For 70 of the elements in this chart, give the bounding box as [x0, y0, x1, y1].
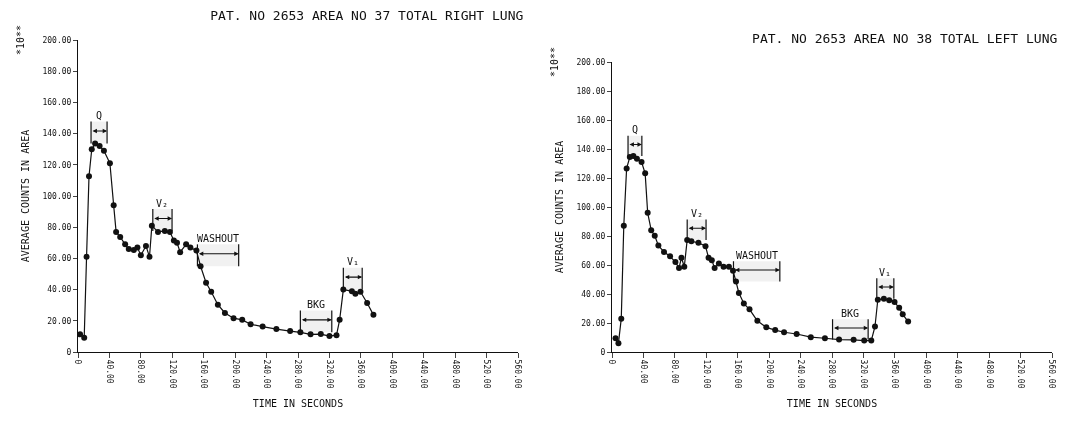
- x-tick-label: 160.00: [199, 359, 209, 389]
- y-tick-label: 180.00: [576, 86, 606, 96]
- x-tick-label: 40.00: [104, 359, 114, 384]
- band-label: V₂: [156, 198, 169, 209]
- y-tick-label: 80.00: [47, 223, 72, 232]
- y-tick-label: 140.00: [576, 144, 606, 154]
- y-tick-label: 160.00: [42, 98, 72, 108]
- y-tick-label: 200.00: [42, 35, 72, 45]
- x-tick-label: 440.00: [953, 359, 963, 389]
- band-label: BKG: [841, 308, 860, 319]
- band-label: Q: [632, 124, 639, 135]
- x-axis-title: TIME IN SECONDS: [786, 398, 878, 410]
- x-tick-label: 280.00: [293, 359, 303, 389]
- x-tick-label: 200.00: [764, 359, 774, 389]
- y-tick-label: 120.00: [42, 160, 72, 170]
- text: *10**: [549, 46, 560, 77]
- y-tick-label: 0: [600, 347, 606, 357]
- x-tick-label: 560.00: [513, 359, 523, 389]
- y-tick-label: 200.00: [576, 57, 606, 67]
- x-tick-label: 40.00: [638, 359, 648, 384]
- chart-title: PAT. NO 2653 AREA NO 38 TOTAL LEFT LUNG: [752, 30, 1058, 46]
- x-tick-label: 320.00: [324, 359, 334, 389]
- band-label: V₂: [691, 208, 704, 219]
- band-label: WASHOUT: [736, 250, 779, 261]
- x-tick-label: 360.00: [890, 359, 900, 389]
- x-tick-label: 80.00: [136, 359, 146, 384]
- x-tick-label: 360.00: [356, 359, 366, 389]
- y-tick-label: 20.00: [581, 318, 606, 328]
- x-tick-label: 240.00: [261, 359, 271, 389]
- x-tick-label: 560.00: [1047, 359, 1057, 389]
- y-tick-label: 120.00: [576, 173, 606, 183]
- chart-title: PAT. NO 2653 AREA NO 37 TOTAL RIGHT LUNG: [210, 7, 524, 23]
- x-tick-label: 480.00: [984, 359, 994, 389]
- y-tick-label: 40.00: [581, 289, 606, 299]
- y-tick-label: 20.00: [47, 316, 72, 326]
- x-tick-label: 80.00: [670, 359, 680, 384]
- y-axis-title: AVERAGE COUNTS IN AREA: [554, 140, 566, 274]
- x-tick-label: 520.00: [481, 359, 491, 389]
- y-tick-label: 180.00: [42, 67, 72, 76]
- y-tick-label: 140.00: [42, 129, 72, 139]
- x-tick-label: 160.00: [733, 359, 743, 389]
- y-tick-label: 60.00: [47, 254, 72, 264]
- band-label: V₁: [879, 267, 892, 278]
- x-axis-title: TIME IN SECONDS: [252, 398, 344, 410]
- y-tick-label: 100.00: [576, 202, 606, 212]
- y-tick-label: 40.00: [47, 285, 72, 295]
- x-tick-label: 400.00: [921, 359, 931, 389]
- x-tick-label: 0: [73, 359, 83, 365]
- y-axis-title: AVERAGE COUNTS IN AREA: [20, 129, 32, 263]
- band-label: BKG: [307, 299, 326, 310]
- text: *10**: [15, 24, 26, 55]
- x-tick-label: 120.00: [701, 359, 711, 389]
- band-label: WASHOUT: [197, 233, 240, 244]
- y-tick-label: 80.00: [581, 231, 606, 241]
- x-tick-label: 120.00: [167, 359, 177, 389]
- x-tick-label: 440.00: [419, 359, 429, 389]
- x-tick-label: 400.00: [387, 359, 397, 389]
- y-tick-label: 0: [66, 347, 72, 357]
- y-tick-label: 100.00: [42, 191, 72, 201]
- x-tick-label: 480.00: [450, 359, 460, 389]
- x-tick-label: 200.00: [230, 359, 240, 389]
- x-tick-label: 0: [607, 359, 617, 365]
- x-tick-label: 520.00: [1015, 359, 1025, 389]
- x-tick-label: 240.00: [795, 359, 805, 389]
- y-tick-label: 60.00: [581, 260, 606, 270]
- x-tick-label: 280.00: [827, 359, 837, 389]
- y-tick-label: 160.00: [576, 115, 606, 125]
- band-label: Q: [96, 110, 103, 121]
- band-label: V₁: [347, 256, 360, 267]
- x-tick-label: 320.00: [858, 359, 868, 389]
